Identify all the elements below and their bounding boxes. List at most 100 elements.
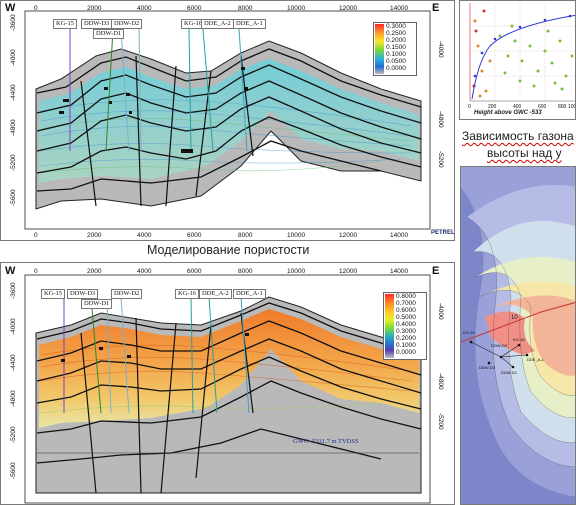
svg-text:14000: 14000: [390, 5, 408, 12]
svg-text:8000: 8000: [238, 232, 253, 239]
map-contour-label: 10: [511, 315, 518, 321]
gwc-label: GWC -5331.7 m TVDSS: [293, 438, 359, 445]
scatter-caption-line2-text: высоты над у: [487, 146, 562, 160]
svg-text:14000: 14000: [390, 268, 408, 275]
porosity-legend: 0.3000 0.2500 0.2000 0.1500 0.1000 0.050…: [373, 22, 417, 76]
well-label-ddw-d2: DDW-D2: [111, 19, 143, 29]
scatter-caption-line1-text: Зависимость газона: [462, 129, 574, 143]
well-label-dde-a1: DDE_A-1: [233, 19, 266, 29]
svg-text:12000: 12000: [339, 5, 357, 12]
well-label-dde-a1: DDE_A-1: [233, 289, 266, 299]
svg-text:-4400: -4400: [10, 354, 17, 371]
legend-value: 0.1500: [386, 44, 406, 51]
svg-text:-4000: -4000: [437, 41, 444, 58]
svg-text:2000: 2000: [87, 5, 102, 12]
map-well-label: DDW-D1: [501, 370, 517, 375]
svg-text:-4800: -4800: [437, 111, 444, 128]
scatter-caption-line2: высоты над у: [487, 146, 562, 160]
legend-value: 0.3000: [386, 23, 406, 30]
svg-text:-4800: -4800: [10, 390, 17, 407]
svg-text:10000: 10000: [287, 268, 305, 275]
legend-value: 0.1000: [396, 342, 416, 349]
well-label-kg15: KG-15: [41, 289, 66, 299]
well-label-ddw-d3: DDW-D3: [81, 19, 113, 29]
legend-value: 0.0000: [386, 65, 406, 72]
well-label-kg15: KG-15: [53, 19, 78, 29]
well-label-ddw-d1: DDW-D1: [81, 299, 113, 309]
well-label-dde-a2: DDE_A-2: [201, 19, 234, 29]
svg-text:12000: 12000: [339, 232, 357, 239]
west-label: W: [5, 2, 16, 14]
porosity-caption: Моделирование пористости: [147, 243, 310, 257]
well-label-ddw-d3: DDW-D3: [67, 289, 99, 299]
legend-value: 0.2500: [386, 30, 406, 37]
svg-text:2000: 2000: [87, 232, 102, 239]
svg-text:0: 0: [34, 268, 38, 275]
map-well-label: DDW-D3: [479, 365, 495, 370]
svg-text:2000: 2000: [87, 268, 102, 275]
map-well-label: KG-15: [463, 330, 475, 335]
svg-text:400: 400: [513, 104, 522, 110]
legend-value: 0.4000: [396, 321, 416, 328]
saturation-height-plot-panel: 0 200 400 600 8001000 Height above GWC -533: [459, 0, 576, 120]
svg-text:6000: 6000: [187, 5, 202, 12]
svg-text:0: 0: [34, 232, 38, 239]
well-label-dde-a2: DDE_A-2: [199, 289, 232, 299]
svg-text:10000: 10000: [287, 232, 305, 239]
well-label-kg16: KG-16: [175, 289, 200, 299]
map-well-label: DDW-D2: [491, 343, 507, 348]
svg-text:0: 0: [34, 5, 38, 12]
svg-text:-4000: -4000: [437, 303, 444, 320]
west-label: W: [5, 265, 16, 277]
legend-value: 0.5000: [396, 314, 416, 321]
legend-value: 0.7000: [396, 300, 416, 307]
svg-text:12000: 12000: [339, 268, 357, 275]
scatter-x-label: Height above GWC -533: [474, 110, 542, 116]
map-well-label: KG-16: [513, 337, 525, 342]
saturation-section-panel: 0 2000 4000 6000 8000 10000 12000 14000 -3600…: [0, 262, 455, 505]
svg-text:10000: 10000: [287, 5, 305, 12]
svg-text:-4800: -4800: [10, 119, 17, 136]
porosity-section-plot: 0 2000 4000 6000 8000 10000 12000 14000 0 2000…: [10, 5, 444, 239]
well-label-ddw-d1: DDW-D1: [93, 29, 125, 39]
svg-text:0: 0: [468, 104, 471, 110]
svg-text:800: 800: [558, 104, 567, 110]
structure-map: [461, 167, 575, 504]
svg-text:6000: 6000: [187, 232, 202, 239]
svg-text:1000: 1000: [568, 104, 576, 110]
legend-value: 0.0500: [386, 58, 406, 65]
svg-text:-4000: -4000: [10, 49, 17, 66]
svg-text:-5200: -5200: [10, 426, 17, 443]
legend-value: 0.8000: [396, 293, 416, 300]
svg-text:-5200: -5200: [437, 413, 444, 430]
saturation-height-scatter: 0 200 400 600 8001000: [468, 3, 576, 110]
legend-value: 0.6000: [396, 307, 416, 314]
svg-text:8000: 8000: [238, 5, 253, 12]
structure-map-panel: 10 KG-15 DDW-D3 DDW-D2 DDW-D1 KG-16 DDE_…: [460, 166, 576, 505]
svg-text:200: 200: [488, 104, 497, 110]
svg-text:4000: 4000: [137, 268, 152, 275]
legend-value: 0.3000: [396, 328, 416, 335]
saturation-section-plot: 0 2000 4000 6000 8000 10000 12000 14000 -3600…: [10, 268, 444, 504]
saturation-legend: 0.8000 0.7000 0.6000 0.5000 0.4000 0.300…: [383, 292, 427, 360]
map-well-label: DDE_A-1: [527, 357, 544, 362]
legend-value: 0.1000: [386, 51, 406, 58]
well-label-ddw-d2: DDW-D2: [111, 289, 143, 299]
svg-text:-5600: -5600: [10, 189, 17, 206]
svg-text:-4400: -4400: [10, 84, 17, 101]
porosity-legend-colorbar: [375, 24, 384, 74]
petrel-logo: PETREL: [431, 230, 455, 236]
east-label: E: [432, 265, 440, 277]
svg-text:-4800: -4800: [437, 373, 444, 390]
svg-text:8000: 8000: [238, 268, 253, 275]
svg-text:14000: 14000: [390, 232, 408, 239]
svg-text:4000: 4000: [137, 232, 152, 239]
svg-text:-3600: -3600: [10, 14, 17, 31]
svg-text:-5200: -5200: [10, 154, 17, 171]
east-label: E: [432, 2, 440, 14]
legend-value: 0.2000: [386, 37, 406, 44]
scatter-caption-line1: Зависимость газона: [462, 129, 574, 143]
svg-text:6000: 6000: [187, 268, 202, 275]
svg-text:-5200: -5200: [437, 151, 444, 168]
saturation-legend-colorbar: [385, 294, 394, 358]
